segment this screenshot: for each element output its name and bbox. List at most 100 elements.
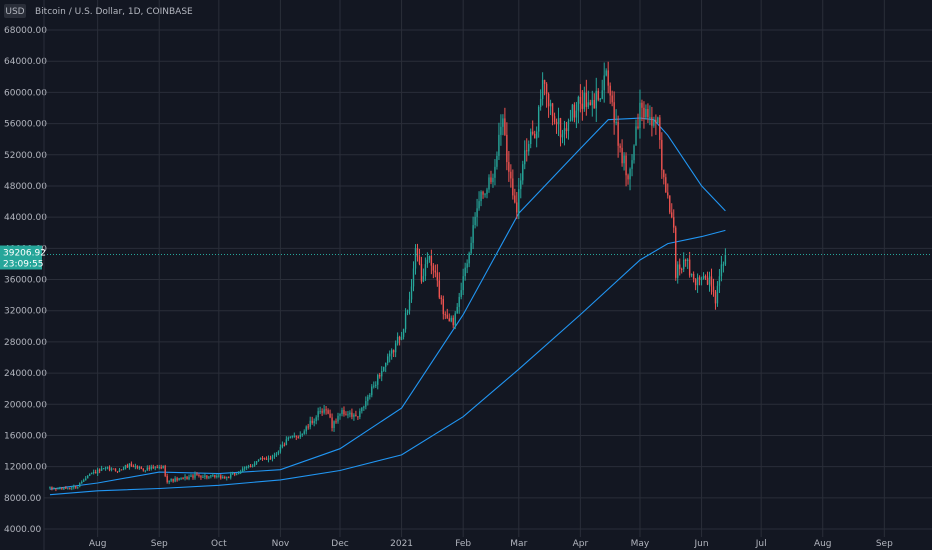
candle-body[interactable]: [603, 75, 605, 91]
candle-body[interactable]: [706, 277, 709, 285]
candle-body[interactable]: [657, 117, 659, 123]
candle-body[interactable]: [704, 275, 707, 278]
candle-body[interactable]: [287, 437, 290, 440]
candle-body[interactable]: [293, 435, 296, 437]
candle-body[interactable]: [337, 415, 339, 422]
candle-body[interactable]: [694, 279, 697, 286]
candle-body[interactable]: [156, 467, 158, 469]
candle-body[interactable]: [379, 375, 381, 377]
candle-body[interactable]: [402, 329, 405, 337]
candle-body[interactable]: [418, 256, 421, 264]
candle-body[interactable]: [71, 487, 73, 489]
candle-body[interactable]: [535, 131, 538, 139]
candle-body[interactable]: [462, 276, 464, 291]
candle-body[interactable]: [524, 150, 526, 165]
candle-body[interactable]: [631, 160, 633, 169]
candle-body[interactable]: [460, 290, 462, 297]
candle-body[interactable]: [126, 465, 129, 468]
candle-body[interactable]: [120, 469, 123, 471]
candle-body[interactable]: [673, 217, 675, 228]
candle-body[interactable]: [347, 414, 349, 416]
candle-body[interactable]: [297, 436, 299, 438]
candle-body[interactable]: [106, 467, 109, 469]
candle-body[interactable]: [130, 463, 133, 466]
candle-body[interactable]: [353, 414, 355, 417]
candle-body[interactable]: [567, 121, 570, 132]
candle-body[interactable]: [375, 384, 377, 386]
candle-body[interactable]: [59, 488, 61, 490]
candle-body[interactable]: [49, 487, 51, 489]
candle-body[interactable]: [75, 485, 77, 488]
candle-body[interactable]: [502, 118, 504, 127]
candle-body[interactable]: [637, 126, 639, 129]
candle-body[interactable]: [635, 126, 637, 146]
candle-body[interactable]: [480, 191, 482, 202]
candle-body[interactable]: [184, 476, 186, 479]
candle-body[interactable]: [530, 131, 532, 145]
candle-body[interactable]: [218, 475, 220, 477]
candle-body[interactable]: [627, 175, 629, 180]
candle-body[interactable]: [224, 476, 226, 479]
candle-body[interactable]: [85, 478, 87, 481]
candle-body[interactable]: [688, 259, 691, 276]
candle-body[interactable]: [553, 116, 556, 122]
candle-body[interactable]: [142, 468, 145, 471]
candle-body[interactable]: [279, 447, 282, 452]
candle-body[interactable]: [241, 468, 244, 472]
candle-body[interactable]: [98, 469, 101, 471]
candle-body[interactable]: [516, 202, 518, 213]
candle-body[interactable]: [96, 469, 99, 474]
candle-body[interactable]: [613, 102, 615, 123]
candle-body[interactable]: [716, 285, 719, 304]
candle-body[interactable]: [514, 195, 516, 203]
candle-body[interactable]: [73, 485, 75, 488]
candle-body[interactable]: [92, 472, 95, 474]
candle-body[interactable]: [458, 296, 460, 307]
candle-body[interactable]: [230, 474, 232, 478]
candle-body[interactable]: [295, 435, 297, 437]
candle-body[interactable]: [243, 467, 246, 469]
candle-body[interactable]: [303, 431, 305, 434]
candle-body[interactable]: [619, 145, 621, 148]
candle-body[interactable]: [692, 273, 695, 280]
candle-body[interactable]: [406, 310, 409, 313]
candle-body[interactable]: [446, 314, 448, 319]
candle-body[interactable]: [281, 444, 284, 448]
candle-body[interactable]: [210, 475, 212, 477]
candle-body[interactable]: [299, 435, 301, 437]
candle-body[interactable]: [438, 280, 441, 298]
candle-body[interactable]: [188, 476, 190, 480]
candle-body[interactable]: [305, 426, 307, 432]
candle-body[interactable]: [239, 471, 242, 474]
candle-body[interactable]: [532, 131, 534, 134]
candle-body[interactable]: [641, 102, 643, 108]
candle-body[interactable]: [412, 268, 415, 287]
candle-body[interactable]: [428, 255, 431, 260]
candle-body[interactable]: [317, 411, 319, 418]
candle-body[interactable]: [607, 70, 609, 86]
candle-body[interactable]: [94, 472, 97, 474]
candle-body[interactable]: [440, 297, 443, 299]
candle-body[interactable]: [110, 468, 113, 471]
candle-body[interactable]: [571, 104, 574, 121]
candle-body[interactable]: [456, 306, 458, 314]
candle-body[interactable]: [271, 456, 274, 459]
candle-body[interactable]: [182, 477, 184, 479]
candle-body[interactable]: [331, 417, 333, 428]
candle-body[interactable]: [180, 477, 182, 479]
candle-body[interactable]: [528, 144, 530, 152]
candle-body[interactable]: [79, 483, 81, 487]
candle-body[interactable]: [108, 467, 111, 471]
candle-body[interactable]: [478, 201, 480, 209]
candle-body[interactable]: [247, 465, 250, 467]
candle-body[interactable]: [339, 414, 341, 416]
candle-body[interactable]: [625, 155, 627, 176]
candle-body[interactable]: [116, 471, 119, 473]
candle-body[interactable]: [67, 488, 69, 490]
candle-body[interactable]: [373, 385, 375, 387]
candle-body[interactable]: [104, 467, 107, 469]
candle-body[interactable]: [408, 299, 411, 311]
candle-body[interactable]: [363, 406, 365, 408]
candle-body[interactable]: [168, 480, 170, 483]
candle-body[interactable]: [388, 353, 391, 357]
